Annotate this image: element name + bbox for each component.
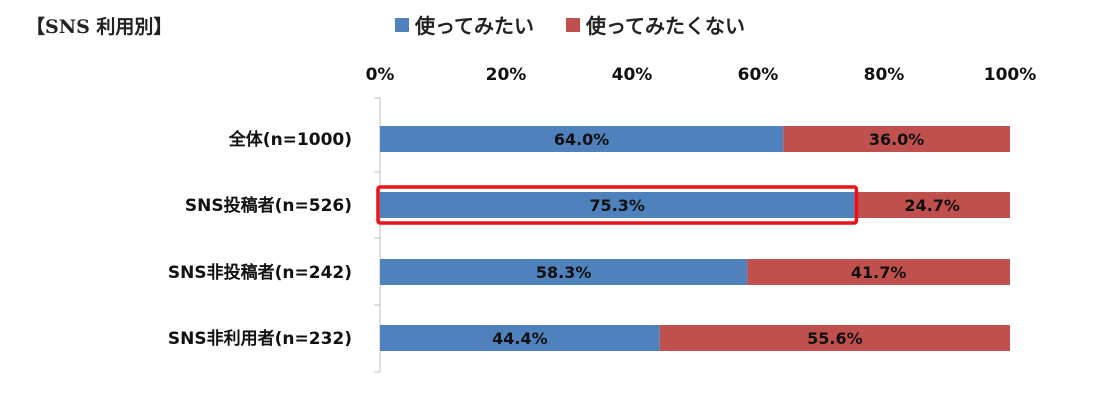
data-label: 36.0% <box>869 130 925 149</box>
legend-label-want: 使ってみたい <box>415 14 534 38</box>
legend-swatch-not-want <box>566 17 580 32</box>
highlight-box <box>376 185 859 225</box>
data-label: 75.3% <box>589 196 645 215</box>
bar-segment <box>380 192 855 218</box>
x-tick-label: 60% <box>738 65 779 85</box>
bar-segment <box>747 259 1010 285</box>
legend-item-want: 使ってみたい <box>395 10 534 39</box>
bar-segment <box>854 192 1010 218</box>
x-tick-label: 100% <box>984 65 1037 85</box>
x-tick-label: 80% <box>864 65 905 85</box>
legend: 使ってみたい 使ってみたくない <box>395 10 777 39</box>
data-label: 24.7% <box>904 196 960 215</box>
bar-segment <box>380 259 748 285</box>
x-tick-label: 20% <box>486 65 527 85</box>
bar-segment <box>783 126 1010 152</box>
data-label: 44.4% <box>492 329 548 348</box>
legend-item-not-want: 使ってみたくない <box>566 10 745 39</box>
bar-segment <box>380 325 660 351</box>
bar-segment <box>380 126 784 152</box>
bar-segment <box>659 325 1010 351</box>
category-label: SNS投稿者(n=526) <box>185 195 352 216</box>
data-label: 58.3% <box>536 263 592 282</box>
category-label: 全体(n=1000) <box>228 129 352 150</box>
data-label: 64.0% <box>554 130 610 149</box>
legend-swatch-want <box>395 17 409 32</box>
data-label: 55.6% <box>807 329 863 348</box>
category-label: SNS非利用者(n=232) <box>168 328 352 349</box>
chart-title: 【SNS 利用別】 <box>26 16 173 38</box>
data-label: 41.7% <box>851 263 907 282</box>
x-tick-label: 0% <box>366 65 395 85</box>
category-label: SNS非投稿者(n=242) <box>168 262 352 283</box>
x-tick-label: 40% <box>612 65 653 85</box>
legend-label-not-want: 使ってみたくない <box>586 14 745 38</box>
